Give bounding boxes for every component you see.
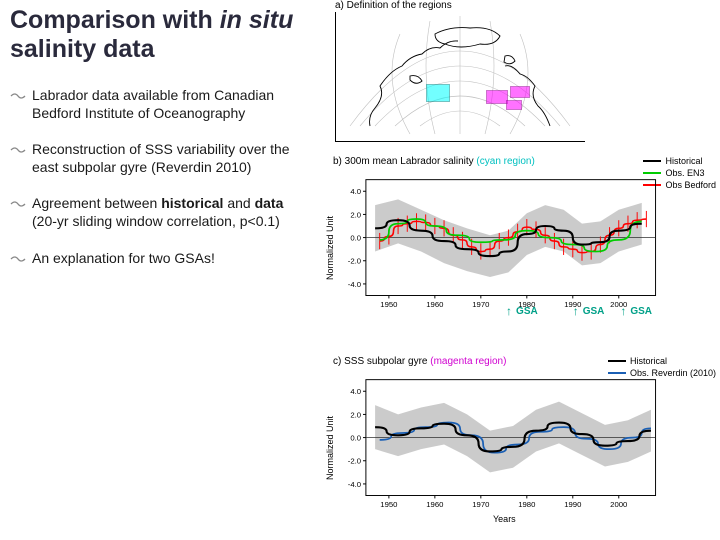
bullet-icon (10, 144, 26, 156)
y-axis-label: Normalized Unit (325, 216, 335, 280)
list-item: An explanation for two GSAs! (10, 249, 301, 267)
bullet-text: Agreement between (32, 195, 161, 211)
bullet-text: and (223, 195, 254, 211)
svg-text:1980: 1980 (518, 500, 535, 509)
panel-a-label: a) Definition of the regions (335, 0, 452, 11)
svg-text:-2.0: -2.0 (348, 257, 361, 266)
svg-text:1960: 1960 (426, 300, 443, 309)
title-prefix: Comparison with (10, 6, 220, 34)
bullet-text: An explanation for two GSAs! (32, 250, 215, 266)
svg-text:1990: 1990 (564, 500, 581, 509)
map-icon (340, 16, 580, 136)
svg-text:-4.0: -4.0 (348, 280, 361, 289)
slide-title: Comparison with in situ salinity data (10, 6, 301, 64)
bullet-icon (10, 198, 26, 210)
bullet-list: Labrador data available from Canadian Be… (10, 86, 301, 267)
panel-a-map (335, 12, 585, 142)
svg-text:2.0: 2.0 (350, 410, 361, 419)
svg-text:2000: 2000 (610, 500, 627, 509)
figure-region: a) Definition of the regions (305, 0, 720, 540)
bullet-text: Reconstruction of SSS variability over t… (32, 141, 290, 175)
chart-svg: -4.0-2.00.02.04.019501960197019801990200… (333, 170, 673, 310)
svg-text:4.0: 4.0 (350, 387, 361, 396)
label-text: c) SSS subpolar gyre (333, 356, 430, 367)
title-suffix: salinity data (10, 35, 155, 63)
label-text: b) 300m mean Labrador salinity (333, 156, 476, 167)
svg-text:4.0: 4.0 (350, 187, 361, 196)
label-region: (magenta region) (430, 356, 506, 367)
svg-text:1970: 1970 (472, 300, 489, 309)
magenta-region-box (506, 100, 522, 110)
y-axis-label: Normalized Unit (325, 416, 335, 480)
svg-text:2.0: 2.0 (350, 210, 361, 219)
title-italic: in situ (220, 6, 294, 34)
panel-b-label: b) 300m mean Labrador salinity (cyan reg… (333, 156, 535, 167)
bullet-text: (20-yr sliding window correlation, p<0.1… (32, 213, 280, 229)
svg-text:1960: 1960 (426, 500, 443, 509)
svg-text:0.0: 0.0 (350, 433, 361, 442)
svg-text:0.0: 0.0 (350, 233, 361, 242)
svg-text:1950: 1950 (380, 500, 397, 509)
cyan-region-box (426, 84, 450, 102)
magenta-region-box (510, 86, 530, 98)
bullet-text: Labrador data available from Canadian Be… (32, 87, 274, 121)
bullet-icon (10, 90, 26, 102)
chart-svg: -4.0 -2.0 0.0 2.0 4.0 1950 1960 1970 1980 1990 200… (333, 370, 673, 510)
panel-c-label: c) SSS subpolar gyre (magenta region) (333, 356, 506, 367)
panel-c-chart: -4.0 -2.0 0.0 2.0 4.0 1950 1960 1970 1980 1990 200… (333, 370, 673, 510)
x-axis-label: Years (493, 514, 516, 524)
bullet-bold: historical (161, 195, 223, 211)
svg-text:-4.0: -4.0 (348, 480, 361, 489)
panel-b-chart: -4.0-2.00.02.04.019501960197019801990200… (333, 170, 673, 310)
list-item: Labrador data available from Canadian Be… (10, 86, 301, 122)
magenta-region-box (486, 90, 508, 104)
svg-text:1970: 1970 (472, 500, 489, 509)
svg-text:-2.0: -2.0 (348, 457, 361, 466)
label-region: (cyan region) (476, 156, 534, 167)
bullet-icon (10, 253, 26, 265)
bullet-bold: data (255, 195, 284, 211)
svg-text:1950: 1950 (380, 300, 397, 309)
list-item: Reconstruction of SSS variability over t… (10, 140, 301, 176)
list-item: Agreement between historical and data (2… (10, 194, 301, 230)
